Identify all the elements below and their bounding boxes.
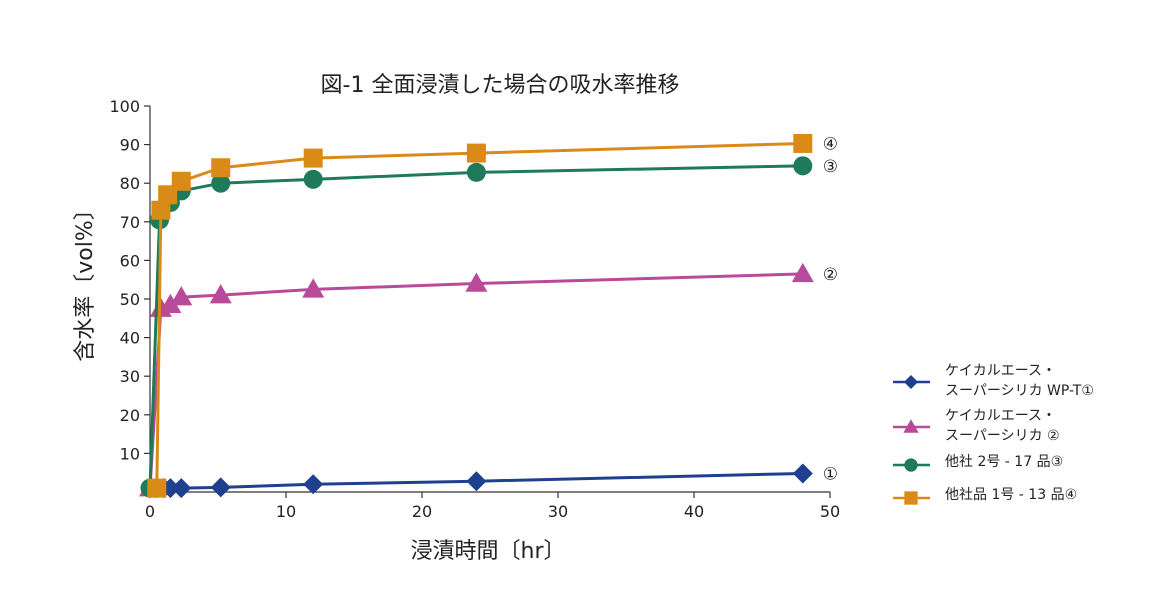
series-end-label: ①: [823, 464, 838, 484]
series-end-label: ②: [823, 265, 838, 285]
legend-item: ケイカルエース・スーパーシリカ WP-T①: [893, 363, 1094, 399]
y-tick-label: 70: [120, 213, 140, 232]
series-1: [146, 463, 813, 499]
y-tick-label: 20: [120, 406, 140, 425]
data-point: [904, 458, 918, 472]
x-tick-label: 40: [684, 502, 704, 521]
legend-item: ケイカルエース・スーパーシリカ ②: [893, 408, 1060, 444]
data-point: [791, 262, 814, 283]
series-2: [139, 262, 814, 497]
series-layer: [139, 133, 814, 499]
legend-item: 他社品 1号 - 13 品④: [893, 487, 1077, 505]
y-tick-label: 80: [120, 174, 140, 193]
data-point: [211, 173, 231, 193]
y-tick-label: 30: [120, 367, 140, 386]
x-tick-label: 30: [548, 502, 568, 521]
y-tick-label: 10: [120, 444, 140, 463]
y-ticks: 10 20 30 40 50 60 70 80 90 100: [109, 97, 150, 463]
data-point: [171, 171, 191, 191]
y-tick-label: 40: [120, 329, 140, 348]
legend-label: スーパーシリカ WP-T①: [945, 383, 1094, 399]
series-line: [155, 141, 803, 489]
data-point: [302, 278, 325, 298]
data-point: [904, 375, 918, 389]
series-4: [147, 133, 813, 498]
data-point: [170, 286, 193, 306]
data-point: [793, 156, 813, 176]
data-point: [465, 272, 488, 292]
data-point: [209, 284, 232, 304]
data-point: [147, 478, 167, 498]
x-ticks: 0 10 20 30 40 50: [145, 492, 840, 521]
y-tick-label: 90: [120, 136, 140, 155]
data-point: [466, 471, 487, 492]
data-point: [904, 491, 918, 505]
data-point: [303, 474, 324, 495]
x-tick-label: 50: [820, 502, 840, 521]
series-end-label: ③: [823, 157, 838, 177]
legend-label: スーパーシリカ ②: [945, 428, 1060, 444]
data-point: [903, 419, 919, 433]
x-tick-label: 0: [145, 502, 155, 521]
x-tick-label: 20: [412, 502, 432, 521]
data-point: [792, 463, 813, 484]
y-tick-label: 60: [120, 251, 140, 270]
x-axis-title: 浸漬時間〔hr〕: [411, 539, 566, 564]
legend-label: ケイカルエース・: [945, 363, 1056, 379]
data-point: [211, 158, 231, 178]
y-tick-label: 100: [109, 97, 140, 116]
data-point: [303, 148, 323, 168]
legend-label: ケイカルエース・: [945, 408, 1056, 424]
y-axis-title: 含水率〔vol%〕: [73, 198, 98, 362]
data-point: [466, 143, 486, 163]
series-3: [140, 156, 813, 498]
series-line: [148, 164, 803, 489]
data-point: [210, 477, 231, 498]
data-point: [303, 169, 323, 189]
x-tick-label: 10: [276, 502, 296, 521]
data-point: [466, 162, 486, 182]
legend-label: 他社品 1号 - 13 品④: [945, 487, 1077, 503]
y-tick-label: 50: [120, 290, 140, 309]
data-point: [793, 133, 813, 153]
series-line: [148, 272, 803, 489]
data-point: [151, 200, 171, 220]
data-point: [159, 293, 182, 314]
data-point: [171, 478, 192, 499]
legend-item: 他社 2号 - 17 品③: [893, 454, 1063, 472]
series-end-label: ④: [823, 134, 838, 154]
end-labels: ① ② ③ ④: [823, 134, 838, 484]
chart-title: 図-1 全面浸漬した場合の吸水率推移: [321, 73, 680, 98]
legend-label: 他社 2号 - 17 品③: [945, 454, 1063, 470]
